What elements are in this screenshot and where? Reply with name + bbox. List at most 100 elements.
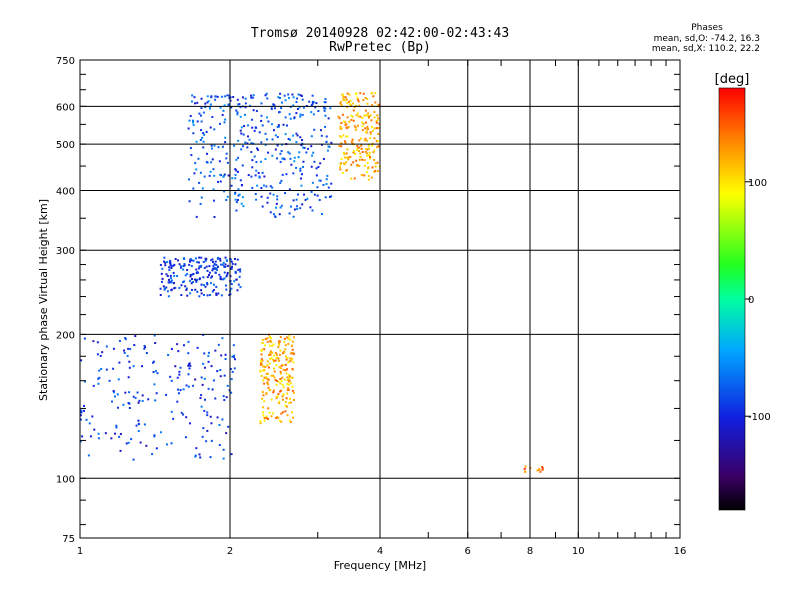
echo-point	[271, 154, 274, 157]
echo-point	[280, 179, 283, 182]
echo-point	[184, 274, 187, 277]
echo-point	[203, 175, 206, 178]
echo-point	[356, 164, 359, 167]
echo-point	[225, 432, 228, 435]
echo-point	[126, 354, 129, 357]
echo-point	[270, 123, 273, 126]
echo-point	[349, 99, 352, 102]
echo-point	[277, 346, 280, 349]
echo-point	[188, 200, 191, 203]
echo-point	[223, 374, 226, 377]
echo-point	[219, 257, 222, 260]
echo-point	[115, 424, 118, 427]
echo-point	[123, 349, 126, 352]
echo-point	[209, 294, 212, 297]
echo-point	[356, 98, 359, 101]
echo-point	[273, 354, 276, 357]
echo-point	[174, 257, 177, 260]
echo-point	[324, 107, 327, 110]
echo-point	[346, 102, 349, 105]
echo-point	[539, 470, 542, 473]
echo-point	[210, 161, 213, 164]
echo-point	[345, 123, 348, 126]
echo-point	[176, 343, 179, 346]
echo-point	[298, 106, 301, 109]
echo-point	[285, 355, 288, 358]
echo-point	[125, 442, 128, 445]
echo-point	[323, 105, 326, 108]
echo-point	[195, 168, 198, 171]
echo-point	[310, 111, 313, 114]
echo-point	[278, 353, 281, 356]
echo-point	[291, 357, 294, 360]
echo-point	[351, 102, 354, 105]
echo-point	[274, 107, 277, 110]
x-axis-ticks: 1 2 4 6 8 10 16	[77, 60, 686, 557]
echo-point	[285, 372, 288, 375]
echo-point	[210, 144, 213, 147]
echo-point	[264, 344, 267, 347]
echo-point	[236, 198, 239, 201]
echo-point	[286, 382, 289, 385]
echo-point	[110, 437, 113, 440]
echo-point	[363, 114, 366, 117]
echo-point	[372, 151, 375, 154]
echo-point	[232, 344, 235, 347]
echo-point	[291, 340, 294, 343]
echo-point	[272, 389, 275, 392]
echo-point	[163, 256, 166, 259]
echo-point	[127, 376, 130, 379]
echo-point	[265, 116, 268, 119]
echo-point	[287, 337, 290, 340]
echo-point	[143, 346, 146, 349]
echo-point	[246, 124, 249, 127]
echo-point	[263, 368, 266, 371]
echo-point	[299, 169, 302, 172]
echo-point	[287, 151, 290, 154]
echo-point	[166, 290, 169, 293]
echo-point	[244, 102, 247, 105]
echo-point	[524, 470, 527, 473]
echo-point	[235, 278, 238, 281]
echo-point	[164, 287, 167, 290]
echo-point	[165, 286, 168, 289]
echo-point	[237, 188, 240, 191]
echo-point	[208, 174, 211, 177]
echo-point	[119, 433, 122, 436]
echo-point	[224, 265, 227, 268]
echo-point	[286, 392, 289, 395]
echo-point	[118, 361, 121, 364]
echo-point	[258, 175, 261, 178]
echo-point	[327, 117, 330, 120]
echo-point	[342, 134, 345, 137]
echo-point	[154, 370, 157, 373]
echo-point	[211, 275, 214, 278]
echo-point	[275, 356, 278, 359]
echo-point	[212, 264, 215, 267]
echo-point	[204, 102, 207, 105]
echo-point	[264, 158, 267, 161]
echo-point	[212, 260, 215, 263]
echo-point	[200, 196, 203, 199]
echo-point	[196, 120, 199, 123]
echo-point	[251, 166, 254, 169]
echo-point	[541, 468, 544, 471]
echo-point	[213, 267, 216, 270]
echo-point	[194, 278, 197, 281]
echo-point	[280, 204, 283, 207]
echo-point	[191, 94, 194, 97]
echo-point	[300, 94, 303, 97]
echo-point	[211, 158, 214, 161]
echo-point	[242, 205, 245, 208]
echo-point	[202, 294, 205, 297]
echo-point	[170, 379, 173, 382]
echo-point	[229, 258, 232, 261]
echo-point	[315, 102, 318, 105]
echo-point	[209, 170, 212, 173]
echo-point	[111, 400, 114, 403]
echo-point	[378, 122, 381, 125]
echo-point	[194, 378, 197, 381]
echo-point	[242, 133, 245, 136]
echo-point	[180, 284, 183, 287]
echo-point	[207, 387, 210, 390]
